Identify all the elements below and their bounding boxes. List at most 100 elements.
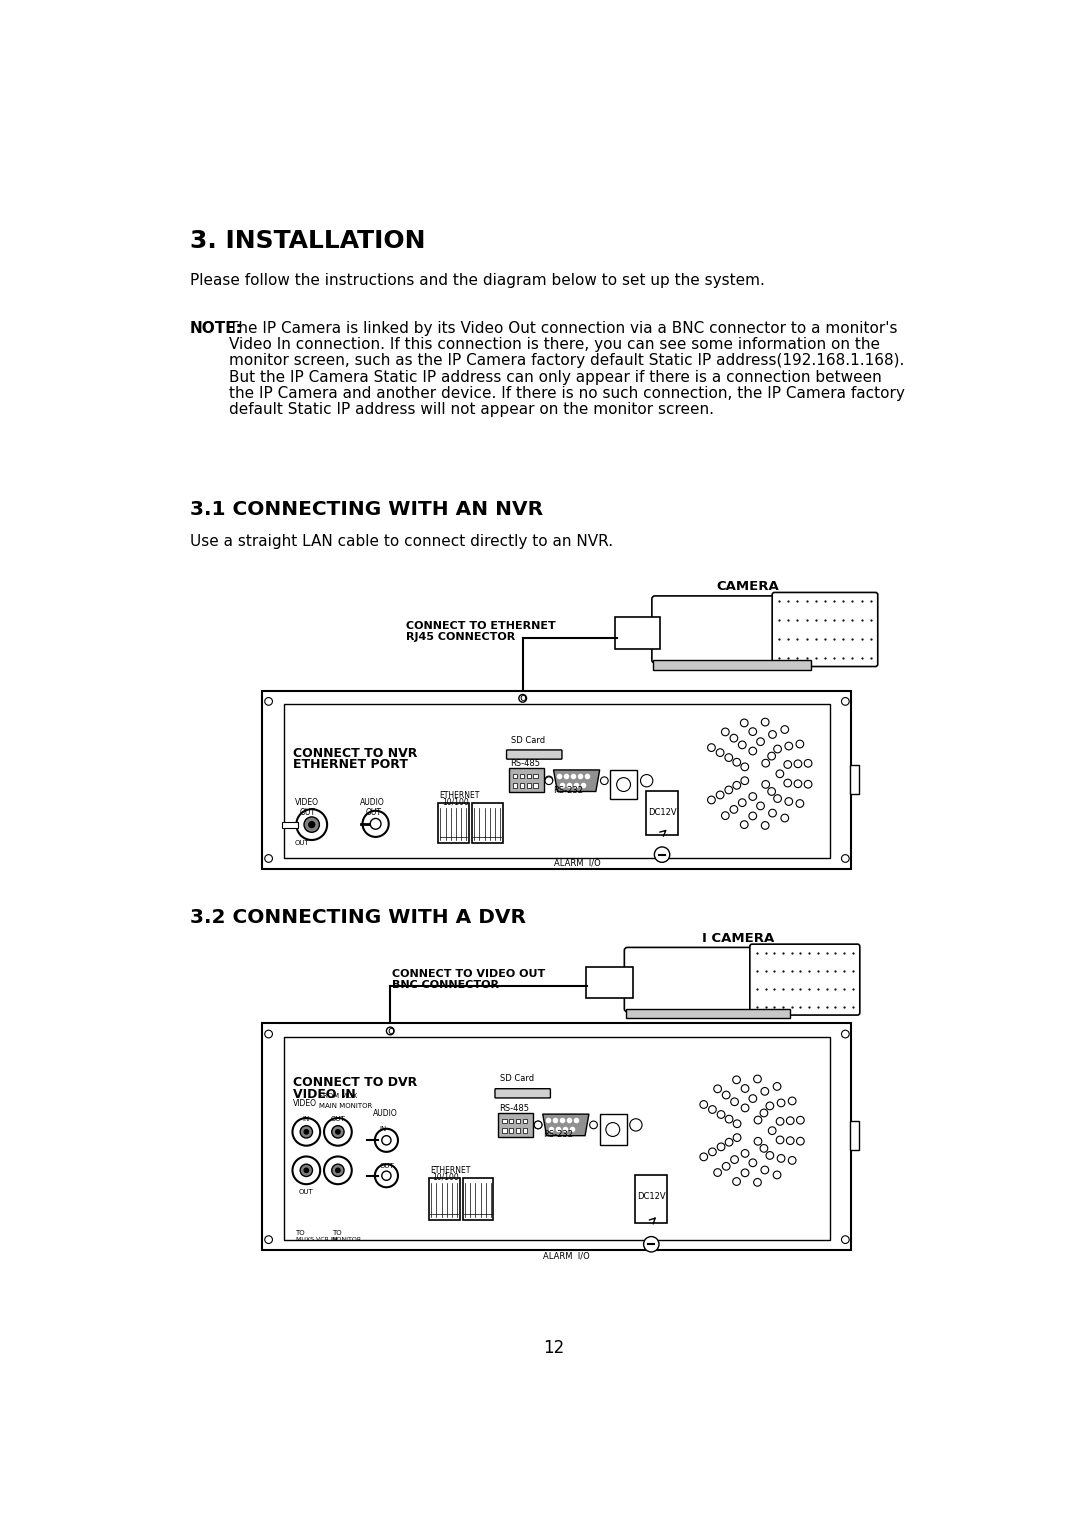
Circle shape: [785, 797, 793, 805]
Circle shape: [754, 1179, 761, 1187]
Text: 3.2 CONNECTING WITH A DVR: 3.2 CONNECTING WITH A DVR: [190, 908, 526, 927]
Text: 10/100: 10/100: [442, 797, 469, 806]
Circle shape: [777, 1118, 784, 1125]
Bar: [585, 967, 633, 998]
FancyBboxPatch shape: [495, 1088, 551, 1098]
Bar: [262, 1023, 851, 1251]
Text: IN: IN: [379, 1127, 387, 1133]
Text: o: o: [519, 693, 526, 704]
Circle shape: [778, 1154, 785, 1162]
Circle shape: [707, 744, 715, 751]
FancyBboxPatch shape: [624, 947, 792, 1012]
Text: RS-232: RS-232: [554, 785, 583, 794]
Text: DC12V: DC12V: [637, 1191, 666, 1200]
Text: Use a straight LAN cable to connect directly to an NVR.: Use a straight LAN cable to connect dire…: [190, 535, 613, 549]
FancyBboxPatch shape: [652, 596, 812, 664]
Circle shape: [741, 1150, 748, 1157]
Text: default Static IP address will not appear on the monitor screen.: default Static IP address will not appea…: [229, 402, 714, 417]
Circle shape: [535, 1121, 542, 1128]
Circle shape: [768, 1127, 777, 1134]
Bar: [850, 765, 860, 794]
Circle shape: [363, 811, 389, 837]
Bar: [498, 1113, 534, 1137]
Circle shape: [733, 1134, 741, 1142]
Text: FROM MUX: FROM MUX: [320, 1093, 357, 1099]
Circle shape: [761, 759, 770, 766]
Circle shape: [296, 809, 327, 840]
Circle shape: [741, 1085, 748, 1093]
Bar: [513, 774, 517, 779]
Bar: [534, 774, 538, 779]
Bar: [523, 1119, 527, 1124]
Text: 3.1 CONNECTING WITH AN NVR: 3.1 CONNECTING WITH AN NVR: [190, 500, 543, 518]
Circle shape: [733, 759, 741, 766]
Text: Please follow the instructions and the diagram below to set up the system.: Please follow the instructions and the d…: [190, 273, 765, 288]
Text: the IP Camera and another device. If there is no such connection, the IP Camera : the IP Camera and another device. If the…: [229, 386, 904, 400]
Bar: [599, 1114, 626, 1145]
Polygon shape: [554, 770, 599, 791]
Circle shape: [748, 747, 757, 754]
Circle shape: [300, 1164, 312, 1176]
Bar: [610, 770, 637, 799]
Circle shape: [606, 1122, 620, 1136]
Circle shape: [761, 1087, 769, 1095]
Circle shape: [382, 1136, 391, 1145]
Circle shape: [721, 728, 729, 736]
Circle shape: [750, 1095, 757, 1102]
Circle shape: [716, 791, 724, 799]
Circle shape: [265, 854, 272, 863]
Text: ETHERNET PORT: ETHERNET PORT: [294, 759, 408, 771]
Circle shape: [778, 1099, 785, 1107]
Circle shape: [769, 731, 777, 739]
Text: VIDEO IN: VIDEO IN: [294, 1088, 356, 1101]
Circle shape: [714, 1168, 721, 1176]
Circle shape: [324, 1156, 352, 1183]
Circle shape: [336, 1168, 340, 1173]
Circle shape: [293, 1118, 320, 1145]
Text: AUDIO: AUDIO: [361, 799, 384, 808]
Text: TO: TO: [332, 1231, 341, 1237]
Bar: [653, 661, 811, 670]
Circle shape: [731, 1156, 739, 1164]
Circle shape: [732, 1177, 741, 1185]
Circle shape: [805, 780, 812, 788]
Bar: [635, 1174, 667, 1223]
Circle shape: [370, 819, 381, 829]
Text: OUT: OUT: [299, 1188, 313, 1194]
Bar: [850, 1121, 860, 1150]
Circle shape: [293, 1156, 320, 1183]
Circle shape: [708, 1105, 716, 1113]
Circle shape: [708, 1148, 716, 1156]
Text: monitor screen, such as the IP Camera factory default Static IP address(192.168.: monitor screen, such as the IP Camera fa…: [229, 354, 904, 368]
Bar: [284, 705, 829, 858]
Circle shape: [265, 698, 272, 705]
Circle shape: [797, 1137, 805, 1145]
Text: MONITOR: MONITOR: [332, 1237, 362, 1242]
Circle shape: [757, 737, 765, 745]
Circle shape: [723, 1091, 730, 1099]
Text: RS-485: RS-485: [500, 1104, 529, 1113]
Circle shape: [733, 782, 741, 789]
Circle shape: [796, 800, 804, 808]
Circle shape: [761, 780, 770, 788]
Circle shape: [324, 1118, 352, 1145]
Circle shape: [700, 1153, 707, 1160]
Text: CONNECT TO NVR: CONNECT TO NVR: [294, 747, 418, 760]
Circle shape: [332, 1164, 345, 1176]
Circle shape: [773, 1082, 781, 1090]
Circle shape: [797, 1116, 805, 1124]
Circle shape: [794, 780, 801, 788]
Circle shape: [750, 1159, 757, 1167]
Circle shape: [730, 805, 738, 814]
Bar: [502, 1128, 507, 1133]
Circle shape: [784, 760, 792, 768]
Circle shape: [545, 777, 553, 785]
Text: VIDEO: VIDEO: [295, 799, 319, 808]
Circle shape: [303, 1168, 309, 1173]
Circle shape: [785, 742, 793, 750]
Bar: [519, 774, 524, 779]
Circle shape: [336, 1130, 340, 1134]
Bar: [438, 803, 469, 843]
Circle shape: [748, 812, 757, 820]
Circle shape: [654, 846, 670, 863]
